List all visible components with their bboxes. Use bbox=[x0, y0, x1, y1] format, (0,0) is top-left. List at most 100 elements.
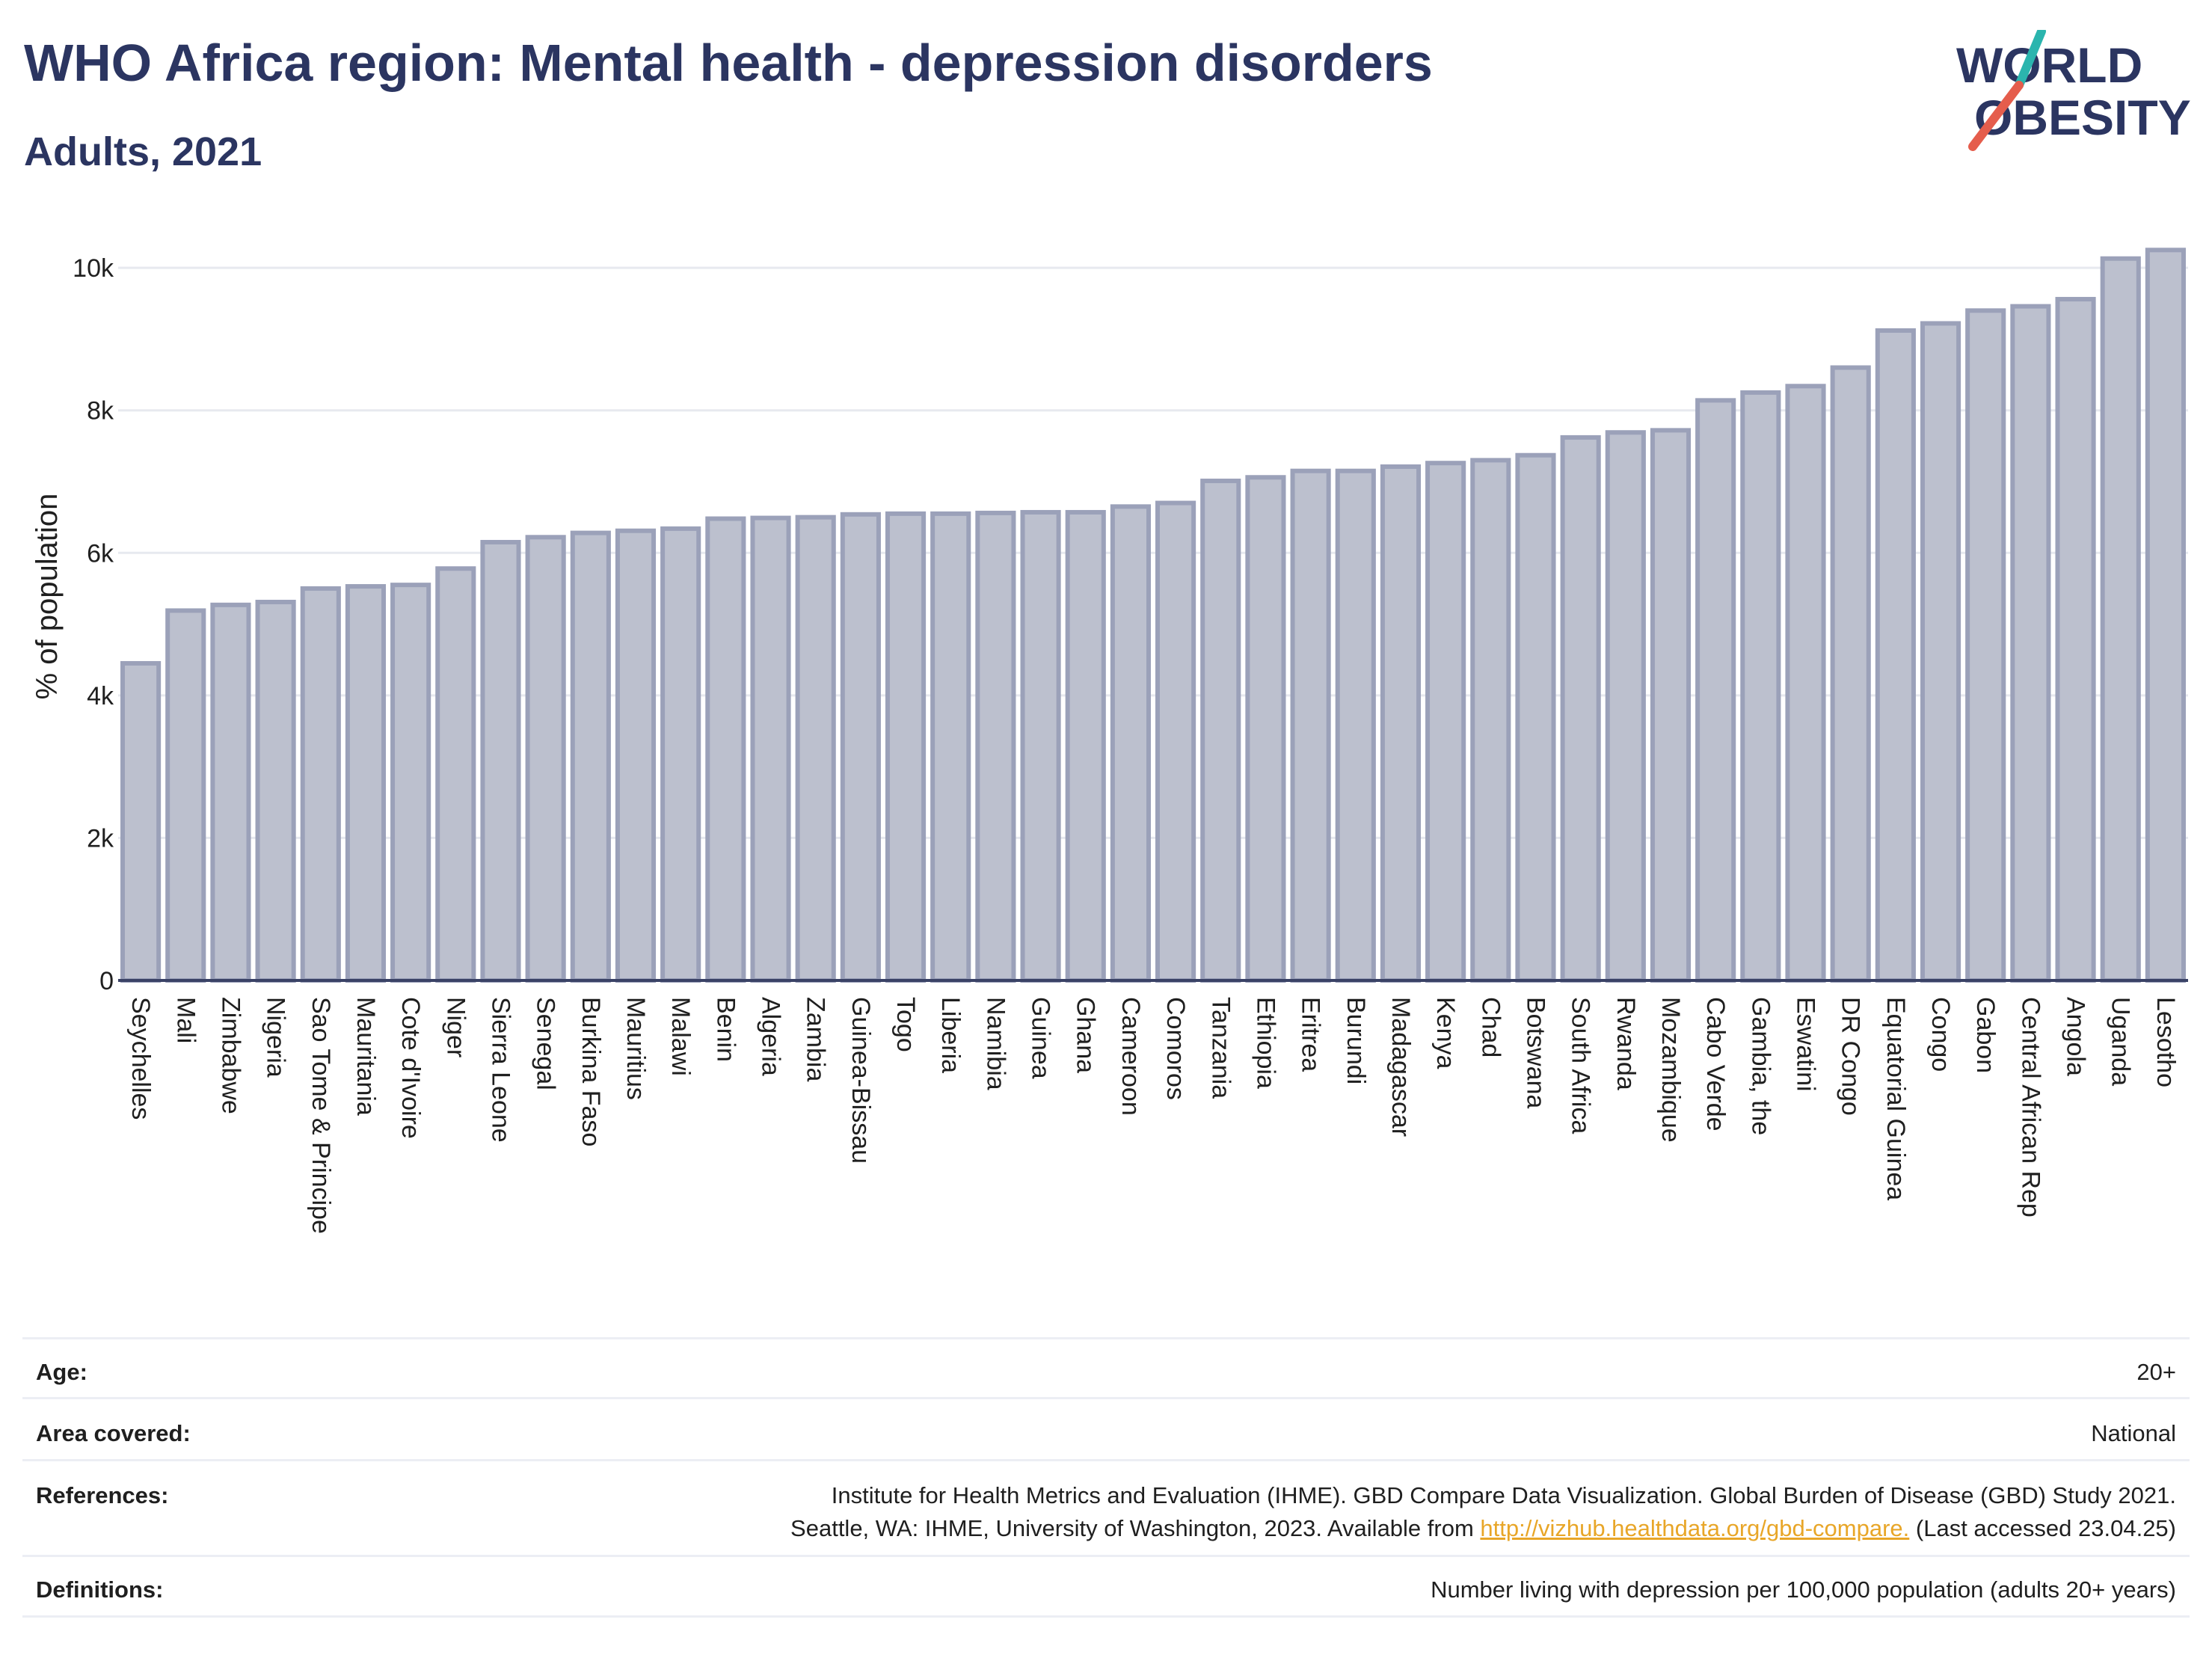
chart-title: WHO Africa region: Mental health - depre… bbox=[24, 34, 1433, 92]
references-link[interactable]: http://vizhub.healthdata.org/gbd-compare… bbox=[1480, 1515, 1910, 1541]
bar bbox=[1065, 509, 1106, 983]
x-tick-label: Niger bbox=[441, 997, 470, 1057]
bar bbox=[795, 515, 836, 983]
bar bbox=[1290, 468, 1331, 983]
definitions-label: Definitions: bbox=[36, 1576, 164, 1603]
bar bbox=[525, 535, 566, 983]
bar bbox=[480, 539, 521, 983]
bar bbox=[840, 512, 881, 983]
x-tick-label: Rwanda bbox=[1612, 997, 1640, 1090]
bar bbox=[2100, 256, 2141, 983]
x-tick-label: Lesotho bbox=[2151, 997, 2180, 1087]
bar bbox=[300, 586, 341, 983]
x-tick-label: Mali bbox=[171, 997, 200, 1043]
age-value: 20+ bbox=[2136, 1359, 2176, 1385]
bar bbox=[660, 526, 701, 983]
x-tick-label: Ethiopia bbox=[1251, 997, 1279, 1089]
y-tick-label: 4k bbox=[87, 682, 114, 710]
x-tick-label: Ghana bbox=[1072, 997, 1100, 1073]
x-tick-label: Chad bbox=[1476, 997, 1505, 1057]
x-tick-label: Cameroon bbox=[1116, 997, 1145, 1116]
x-tick-label: Sierra Leone bbox=[486, 997, 514, 1143]
bar bbox=[1335, 468, 1376, 983]
bar bbox=[1875, 328, 1916, 983]
bar bbox=[885, 511, 927, 983]
x-tick-label: Uganda bbox=[2107, 997, 2135, 1086]
age-label: Age: bbox=[36, 1359, 87, 1385]
info-row-references: References: Institute for Health Metrics… bbox=[22, 1459, 2190, 1555]
x-tick-label: Togo bbox=[891, 997, 920, 1052]
x-tick-label: Mauritius bbox=[621, 997, 650, 1100]
info-row-age: Age: 20+ bbox=[22, 1337, 2190, 1397]
bar bbox=[750, 515, 791, 983]
bar bbox=[1965, 308, 2006, 983]
x-tick-label: DR Congo bbox=[1837, 997, 1865, 1116]
bar bbox=[435, 566, 476, 983]
x-tick-label: Guinea-Bissau bbox=[847, 997, 875, 1164]
x-tick-label: Gambia, the bbox=[1746, 997, 1775, 1135]
y-tick-label: 2k bbox=[87, 824, 114, 853]
bar bbox=[1155, 500, 1196, 983]
references-value: Institute for Health Metrics and Evaluat… bbox=[790, 1479, 2190, 1545]
bar bbox=[2010, 304, 2051, 983]
area-value: National bbox=[2091, 1420, 2176, 1446]
bar bbox=[1110, 504, 1151, 983]
chart-subtitle: Adults, 2021 bbox=[24, 129, 262, 174]
x-tick-label: Zambia bbox=[802, 997, 830, 1081]
x-tick-label: Gabon bbox=[1971, 997, 2000, 1073]
bar bbox=[705, 516, 746, 983]
x-tick-label: Algeria bbox=[757, 997, 785, 1076]
x-tick-label: Seychelles bbox=[126, 997, 155, 1120]
bar bbox=[1245, 475, 1286, 983]
x-tick-label: Congo bbox=[1926, 997, 1955, 1072]
definitions-value: Number living with depression per 100,00… bbox=[1431, 1576, 2176, 1603]
bar bbox=[1560, 435, 1601, 983]
x-tick-label: Benin bbox=[711, 997, 740, 1062]
logo-slash-red bbox=[1968, 81, 2024, 151]
bar bbox=[1200, 479, 1241, 983]
bar-chart: 0 2k 4k 6k 8k 10k % of population Seychelles Mal… bbox=[31, 248, 2188, 1234]
bar bbox=[930, 511, 971, 983]
x-tick-label: Mauritania bbox=[351, 997, 380, 1116]
bar bbox=[975, 510, 1016, 983]
x-tick-label: Eswatini bbox=[1792, 997, 1820, 1092]
x-tick-label: Guinea bbox=[1027, 997, 1055, 1079]
bar bbox=[1695, 398, 1736, 983]
bar bbox=[120, 660, 162, 983]
bar bbox=[2145, 248, 2186, 983]
bar bbox=[345, 584, 387, 983]
x-tick-label: Liberia bbox=[936, 997, 965, 1073]
info-table: Age: 20+ Area covered: National Referenc… bbox=[22, 1337, 2190, 1618]
bar bbox=[1785, 384, 1826, 983]
bar bbox=[1605, 430, 1646, 983]
x-tick-label: Malawi bbox=[666, 997, 695, 1076]
x-tick-label: Nigeria bbox=[262, 997, 290, 1078]
info-row-area: Area covered: National bbox=[22, 1397, 2190, 1459]
x-tick-label: Mozambique bbox=[1656, 997, 1685, 1143]
bar bbox=[1380, 464, 1422, 983]
world-obesity-logo: WORLD OBESITY bbox=[1956, 30, 2191, 151]
bar bbox=[1020, 509, 1061, 983]
area-label: Area covered: bbox=[36, 1420, 191, 1446]
y-tick-label: 8k bbox=[87, 397, 114, 426]
x-tick-label: Central African Rep bbox=[2016, 997, 2044, 1218]
bar bbox=[165, 608, 206, 983]
bar bbox=[1920, 321, 1961, 983]
bar bbox=[615, 528, 657, 983]
x-tick-label: Madagascar bbox=[1386, 997, 1415, 1137]
x-tick-label: Burundi bbox=[1342, 997, 1370, 1084]
bar bbox=[255, 600, 296, 983]
x-tick-label: Comoros bbox=[1161, 997, 1190, 1100]
x-tick-label: Equatorial Guinea bbox=[1881, 997, 1910, 1200]
x-tick-label: Tanzania bbox=[1206, 997, 1235, 1099]
bar bbox=[390, 583, 431, 983]
bar bbox=[1470, 458, 1511, 983]
bar bbox=[1425, 461, 1466, 983]
x-tick-label: Cote d'Ivoire bbox=[396, 997, 425, 1139]
bar bbox=[1515, 452, 1556, 983]
bar bbox=[210, 602, 251, 983]
x-tick-label: Namibia bbox=[981, 997, 1010, 1090]
x-tick-label: Cabo Verde bbox=[1701, 997, 1730, 1132]
bar bbox=[1740, 390, 1781, 983]
x-tick-label: Senegal bbox=[532, 997, 560, 1090]
